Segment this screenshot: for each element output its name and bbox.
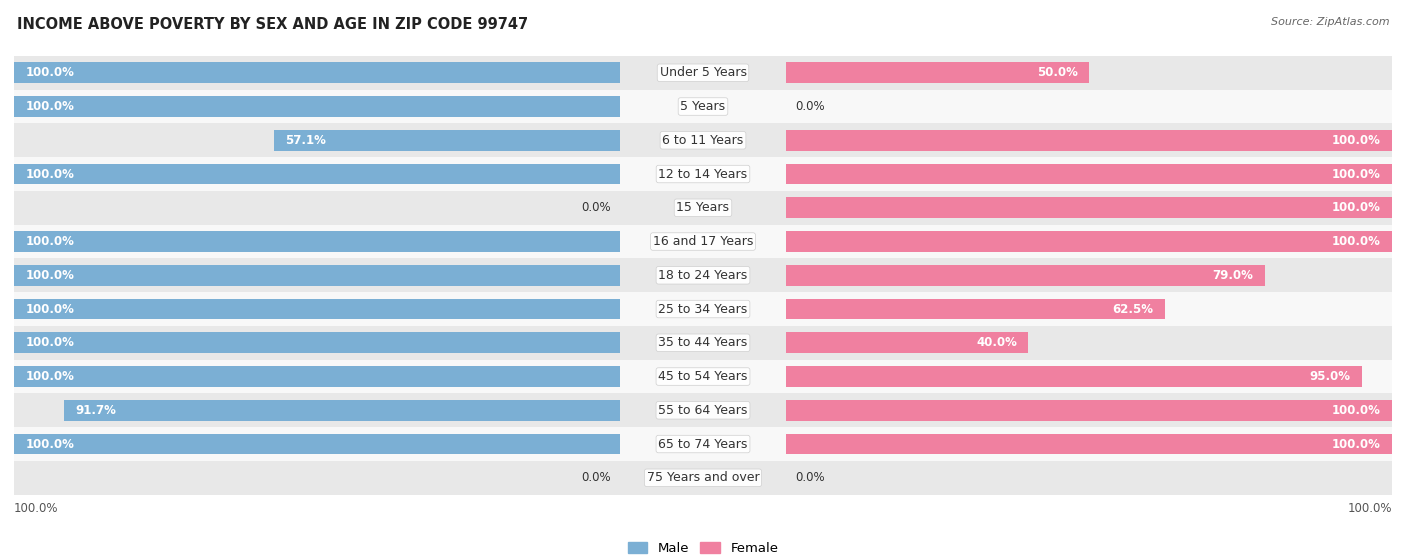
Text: 16 and 17 Years: 16 and 17 Years [652, 235, 754, 248]
Text: 100.0%: 100.0% [1331, 235, 1381, 248]
Text: 100.0%: 100.0% [14, 502, 59, 515]
Text: 100.0%: 100.0% [25, 337, 75, 349]
Bar [14, 394, 1392, 427]
Text: 40.0%: 40.0% [976, 337, 1017, 349]
Text: 100.0%: 100.0% [25, 438, 75, 451]
Bar [14, 299, 620, 320]
Text: INCOME ABOVE POVERTY BY SEX AND AGE IN ZIP CODE 99747: INCOME ABOVE POVERTY BY SEX AND AGE IN Z… [17, 17, 529, 32]
Bar [14, 62, 620, 83]
Bar [14, 164, 620, 184]
Bar [14, 332, 620, 353]
Bar [14, 359, 1392, 394]
Text: 25 to 34 Years: 25 to 34 Years [658, 302, 748, 315]
Text: 100.0%: 100.0% [25, 235, 75, 248]
Text: 5 Years: 5 Years [681, 100, 725, 113]
Bar [786, 265, 1264, 286]
Bar [786, 197, 1392, 218]
Text: 0.0%: 0.0% [796, 100, 825, 113]
Legend: Male, Female: Male, Female [627, 542, 779, 555]
Text: 57.1%: 57.1% [285, 134, 326, 147]
Text: 100.0%: 100.0% [25, 370, 75, 383]
Text: 35 to 44 Years: 35 to 44 Years [658, 337, 748, 349]
Bar [786, 366, 1361, 387]
Text: 100.0%: 100.0% [1331, 201, 1381, 214]
Bar [14, 56, 1392, 89]
Bar [786, 231, 1392, 252]
Text: 6 to 11 Years: 6 to 11 Years [662, 134, 744, 147]
Text: 100.0%: 100.0% [25, 302, 75, 315]
Text: 55 to 64 Years: 55 to 64 Years [658, 404, 748, 417]
Text: 100.0%: 100.0% [1347, 502, 1392, 515]
Text: 91.7%: 91.7% [76, 404, 117, 417]
Text: Under 5 Years: Under 5 Years [659, 67, 747, 79]
Bar [14, 89, 1392, 124]
Text: 100.0%: 100.0% [1331, 438, 1381, 451]
Text: 100.0%: 100.0% [1331, 168, 1381, 181]
Bar [14, 124, 1392, 157]
Bar [14, 265, 620, 286]
Text: 50.0%: 50.0% [1036, 67, 1077, 79]
Bar [65, 400, 620, 421]
Bar [14, 96, 620, 117]
Bar [786, 332, 1028, 353]
Bar [14, 326, 1392, 359]
Bar [786, 62, 1088, 83]
Text: 100.0%: 100.0% [25, 67, 75, 79]
Bar [274, 130, 620, 151]
Text: 79.0%: 79.0% [1212, 269, 1253, 282]
Text: 100.0%: 100.0% [1331, 404, 1381, 417]
Text: Source: ZipAtlas.com: Source: ZipAtlas.com [1271, 17, 1389, 27]
Bar [14, 366, 620, 387]
Text: 65 to 74 Years: 65 to 74 Years [658, 438, 748, 451]
Text: 75 Years and over: 75 Years and over [647, 471, 759, 484]
Text: 100.0%: 100.0% [25, 168, 75, 181]
Bar [14, 461, 1392, 495]
Text: 45 to 54 Years: 45 to 54 Years [658, 370, 748, 383]
Bar [14, 258, 1392, 292]
Bar [14, 427, 1392, 461]
Text: 18 to 24 Years: 18 to 24 Years [658, 269, 748, 282]
Text: 100.0%: 100.0% [1331, 134, 1381, 147]
Bar [786, 164, 1392, 184]
Bar [786, 434, 1392, 454]
Bar [14, 157, 1392, 191]
Bar [14, 434, 620, 454]
Bar [14, 292, 1392, 326]
Bar [14, 231, 620, 252]
Bar [786, 299, 1164, 320]
Bar [786, 130, 1392, 151]
Text: 100.0%: 100.0% [25, 100, 75, 113]
Text: 0.0%: 0.0% [581, 201, 610, 214]
Bar [14, 191, 1392, 225]
Text: 0.0%: 0.0% [581, 471, 610, 484]
Text: 12 to 14 Years: 12 to 14 Years [658, 168, 748, 181]
Text: 100.0%: 100.0% [25, 269, 75, 282]
Bar [14, 225, 1392, 258]
Text: 95.0%: 95.0% [1309, 370, 1350, 383]
Bar [786, 400, 1392, 421]
Text: 15 Years: 15 Years [676, 201, 730, 214]
Text: 62.5%: 62.5% [1112, 302, 1153, 315]
Text: 0.0%: 0.0% [796, 471, 825, 484]
